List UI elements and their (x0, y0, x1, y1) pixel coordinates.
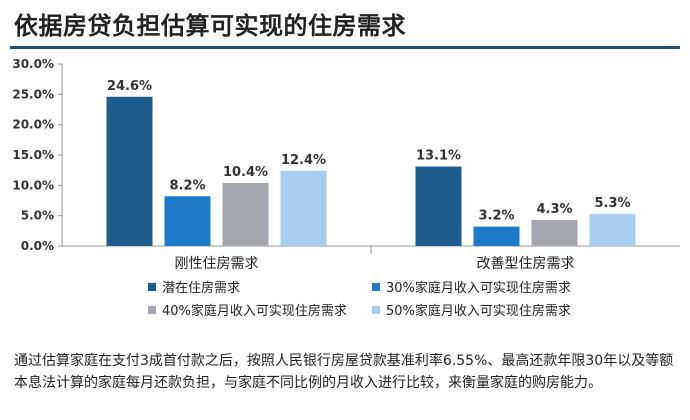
bar (222, 182, 269, 246)
data-label: 8.2% (169, 178, 205, 193)
chart-legend: 潜在住房需求 30%家庭月收入可实现住房需求 40%家庭月收入可实现住房需求 50%家… (148, 280, 571, 319)
data-label: 24.6% (107, 79, 152, 94)
legend-label: 50%家庭月收入可实现住房需求 (386, 303, 571, 319)
data-label: 12.4% (281, 153, 326, 168)
y-tick-label: 5.0% (21, 209, 54, 223)
legend-label: 潜在住房需求 (162, 280, 240, 296)
y-tick-label: 0.0% (21, 239, 54, 253)
bar (473, 226, 520, 246)
x-category-label: 改善型住房需求 (477, 256, 575, 272)
bar (164, 196, 211, 246)
chart-data-labels: 24.6% 8.2% 10.4% 12.4% 13.1% 3.2% 4.3% 5.3% (107, 79, 631, 224)
data-label: 5.3% (594, 196, 630, 211)
data-label: 10.4% (223, 165, 268, 180)
y-tick-label: 20.0% (12, 118, 54, 132)
y-tick-label: 25.0% (12, 87, 54, 101)
page-title: 依据房贷负担估算可实现的住房需求 (14, 11, 406, 40)
bar (589, 213, 636, 246)
y-tick-label: 10.0% (12, 178, 54, 192)
bar (531, 219, 578, 246)
data-label: 13.1% (416, 149, 461, 164)
legend-swatch (372, 283, 380, 291)
legend-swatch (372, 306, 380, 314)
y-tick-label: 15.0% (12, 148, 54, 162)
legend-label: 40%家庭月收入可实现住房需求 (162, 303, 347, 319)
legend-swatch (148, 306, 156, 314)
bar (415, 166, 462, 246)
chart-axes: 0.0% 5.0% 10.0% 15.0% 20.0% 25.0% 30.0% 刚性住房需求 改… (12, 57, 680, 272)
data-label: 3.2% (478, 209, 514, 224)
data-label: 4.3% (536, 202, 572, 217)
x-category-label: 刚性住房需求 (175, 256, 259, 272)
y-tick-label: 30.0% (12, 57, 54, 71)
bar-chart: 0.0% 5.0% 10.0% 15.0% 20.0% 25.0% 30.0% 刚性住房需求 改… (12, 57, 680, 319)
chart-bars (106, 96, 636, 246)
legend-swatch (148, 283, 156, 291)
title-divider (10, 46, 680, 49)
bar (280, 170, 327, 246)
bar (106, 96, 153, 246)
legend-label: 30%家庭月收入可实现住房需求 (386, 280, 571, 296)
chart-caption: 通过估算家庭在支付3成首付款之后，按照人民银行房屋贷款基准利率6.55%、最高还… (14, 353, 674, 391)
